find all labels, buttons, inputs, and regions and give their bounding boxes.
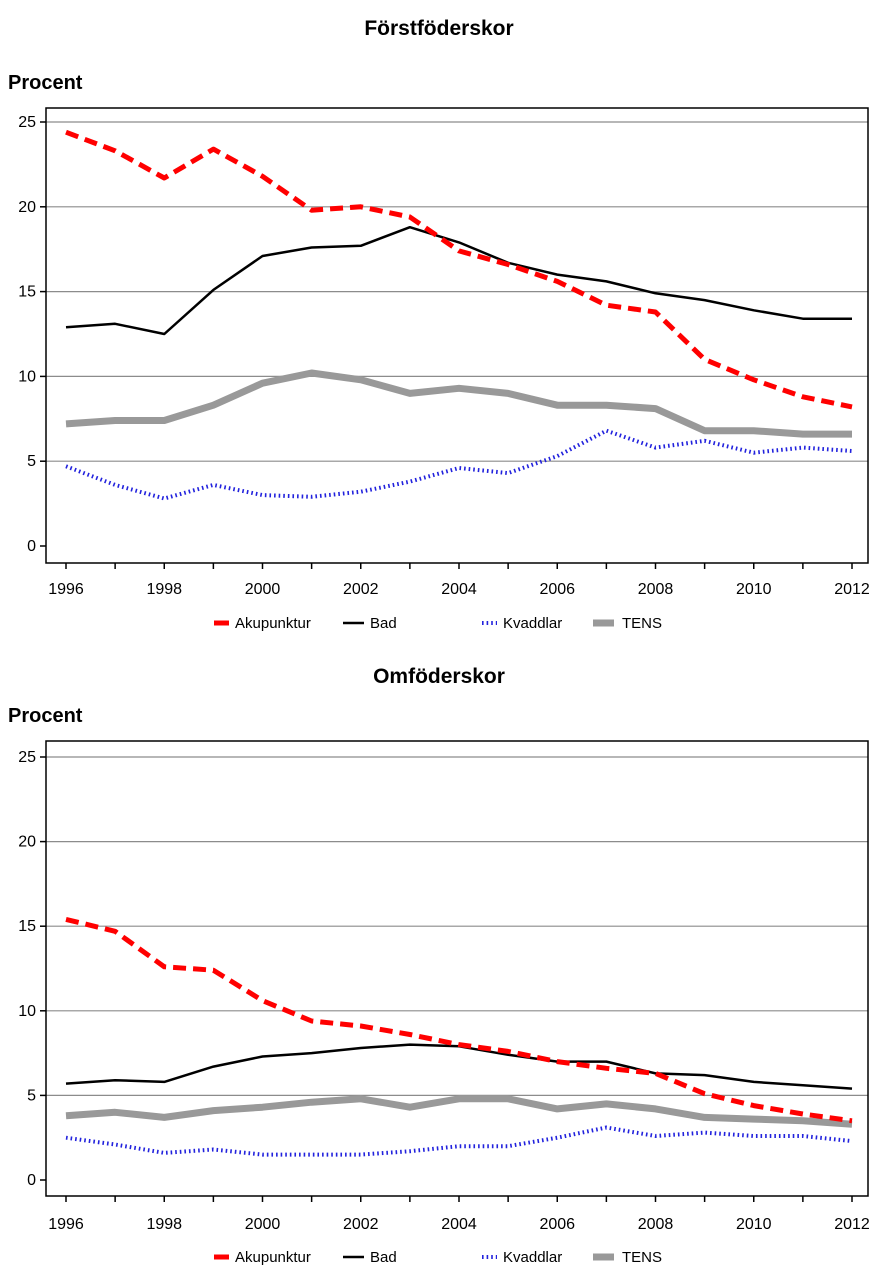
legend-label-bad: Bad (370, 1249, 397, 1266)
x-tick-label: 2008 (638, 1216, 674, 1233)
x-tick-label: 1996 (48, 1216, 84, 1233)
y-tick-label: 25 (18, 749, 36, 766)
x-tick-label: 2010 (736, 1216, 772, 1233)
chart-1: Förstföderskor Procent 0 5 10 15 20 25 1996 1998 2… (8, 17, 870, 632)
x-tick-label: 2012 (834, 581, 870, 598)
legend-label-bad: Bad (370, 615, 397, 632)
series-line-kvaddlar (65, 428, 853, 501)
series-line-akupunktur (65, 916, 853, 1124)
legend-label-tens: TENS (622, 615, 662, 632)
y-tick-label: 20 (18, 199, 36, 216)
y-tick-label: 0 (27, 538, 36, 555)
x-tick-label: 2000 (245, 1216, 281, 1233)
plot-frame (45, 740, 869, 1197)
series-line-tens (65, 369, 852, 438)
series-line-akupunktur (65, 129, 853, 410)
y-tick-label: 5 (27, 453, 36, 470)
x-tick-label: 2002 (343, 581, 379, 598)
x-tick-label: 2004 (441, 581, 477, 598)
y-axis-label: Procent (8, 705, 83, 727)
y-tick-label: 20 (18, 834, 36, 851)
x-tick-label: 2008 (638, 581, 674, 598)
y-tick-label: 5 (27, 1087, 36, 1104)
x-tick-label: 2006 (539, 1216, 575, 1233)
y-tick-label: 0 (27, 1172, 36, 1189)
x-tick-label: 2006 (539, 581, 575, 598)
legend-label-akupunktur: Akupunktur (235, 1249, 311, 1266)
x-tick-label: 2004 (441, 1216, 477, 1233)
x-tick-label: 1996 (48, 581, 84, 598)
x-tick-label: 2012 (834, 1216, 870, 1233)
y-tick-label: 15 (18, 284, 36, 301)
series-line-kvaddlar (65, 1125, 853, 1157)
y-axis-label: Procent (8, 72, 83, 94)
x-tick-label: 2010 (736, 581, 772, 598)
legend-label-kvaddlar: Kvaddlar (503, 615, 562, 632)
chart-2: Omföderskor Procent 0 5 10 15 20 25 1996 1998 2000… (8, 665, 870, 1266)
chart-title: Förstföderskor (364, 17, 513, 40)
chart-title: Omföderskor (373, 665, 505, 688)
plot-frame (45, 107, 869, 564)
series-line-tens (65, 1095, 853, 1128)
series-line-bad (65, 225, 852, 336)
legend-label-tens: TENS (622, 1249, 662, 1266)
y-tick-label: 15 (18, 918, 36, 935)
series-line-bad (65, 1043, 853, 1090)
x-tick-label: 1998 (146, 581, 182, 598)
y-tick-label: 10 (18, 368, 36, 385)
x-tick-label: 2002 (343, 1216, 379, 1233)
x-tick-label: 1998 (146, 1216, 182, 1233)
y-tick-label: 10 (18, 1003, 36, 1020)
legend-label-akupunktur: Akupunktur (235, 615, 311, 632)
x-tick-label: 2000 (245, 581, 281, 598)
y-tick-label: 25 (18, 114, 36, 131)
legend-label-kvaddlar: Kvaddlar (503, 1249, 562, 1266)
